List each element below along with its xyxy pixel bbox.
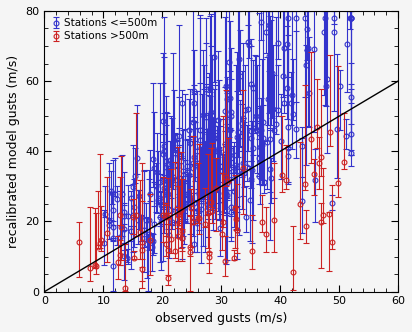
X-axis label: observed gusts (m/s): observed gusts (m/s) — [155, 312, 288, 325]
Y-axis label: recalibrated model gusts (m/s): recalibrated model gusts (m/s) — [7, 55, 20, 248]
Legend: Stations <=500m, Stations >500m: Stations <=500m, Stations >500m — [50, 16, 159, 43]
